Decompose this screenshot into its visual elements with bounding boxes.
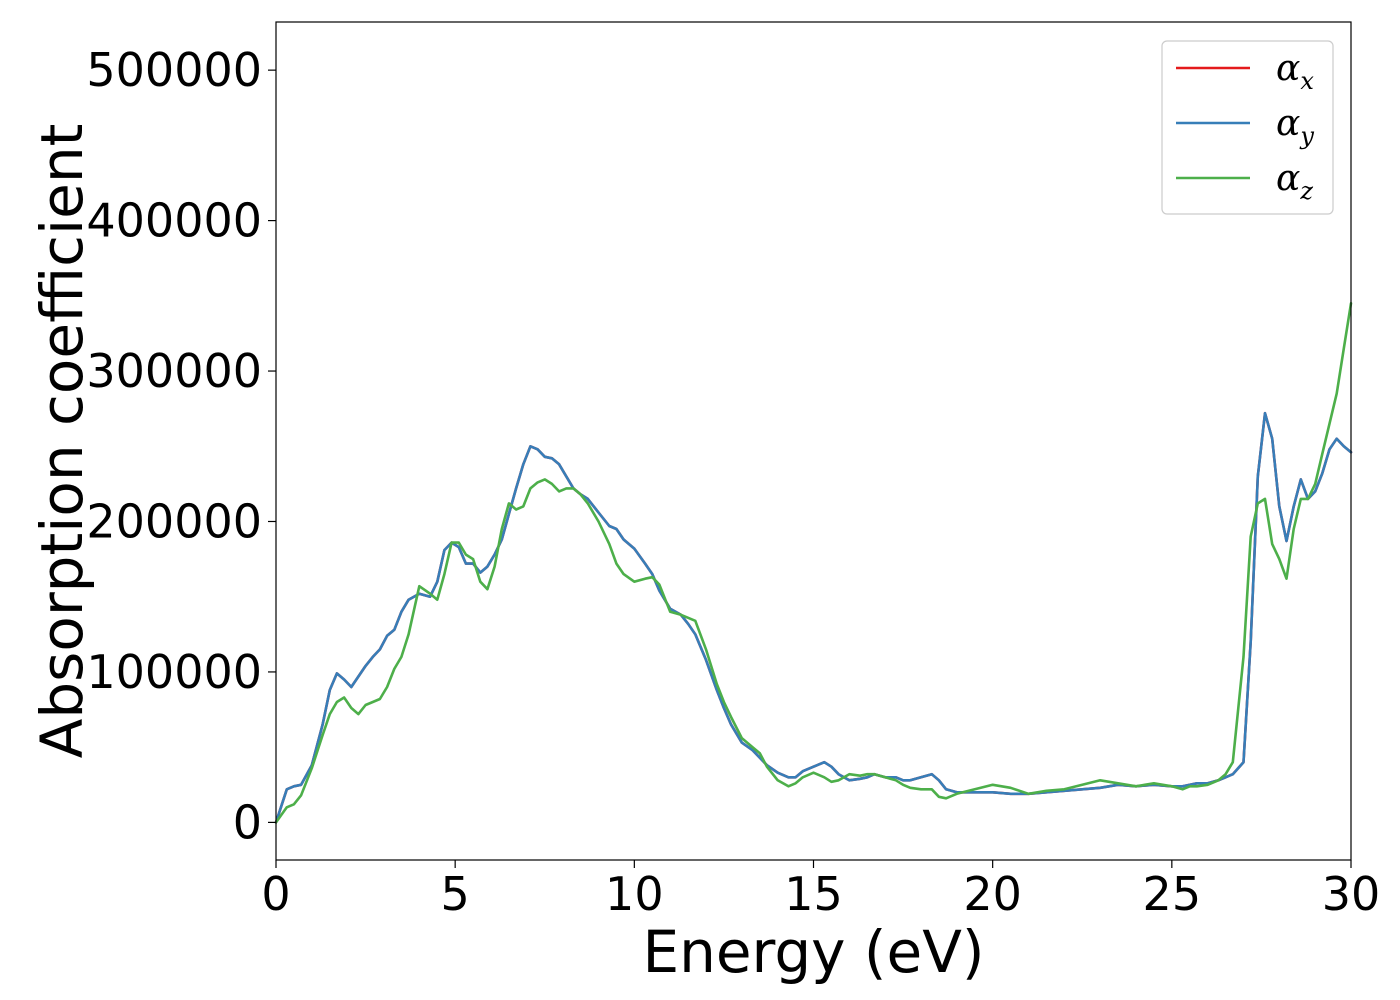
series-line-z (274, 302, 1353, 824)
x-tick-label: 30 (1322, 867, 1381, 921)
x-tick-label: 25 (1143, 867, 1202, 921)
legend-box (1161, 40, 1334, 215)
y-tick-label: 200000 (86, 494, 262, 548)
legend-label-y: αy (1276, 103, 1314, 150)
y-tick-label: 0 (233, 795, 262, 849)
y-tick-label: 500000 (86, 43, 262, 97)
series-layer (274, 302, 1353, 824)
y-tick-label: 100000 (86, 645, 262, 699)
legend: αx αy αz (1161, 40, 1334, 215)
x-tick-label: 10 (605, 867, 664, 921)
x-tick-label: 5 (441, 867, 470, 921)
x-axis-title: Energy (eV) (642, 918, 984, 986)
y-tick-label: 300000 (86, 344, 262, 398)
series-line-y (274, 411, 1353, 824)
y-tick-label: 400000 (86, 194, 262, 248)
legend-label-x: αx (1276, 48, 1314, 95)
legend-label-z: αz (1276, 158, 1313, 205)
x-tick-label: 0 (261, 867, 290, 921)
x-tick-label: 15 (784, 867, 843, 921)
x-tick-label: 20 (963, 867, 1022, 921)
y-axis-title: Absorption coefficient (28, 124, 96, 759)
y-axis-ticks: 0 100000 200000 300000 400000 500000 (86, 43, 276, 849)
x-axis-ticks: 0 5 10 15 20 25 30 (261, 860, 1380, 921)
